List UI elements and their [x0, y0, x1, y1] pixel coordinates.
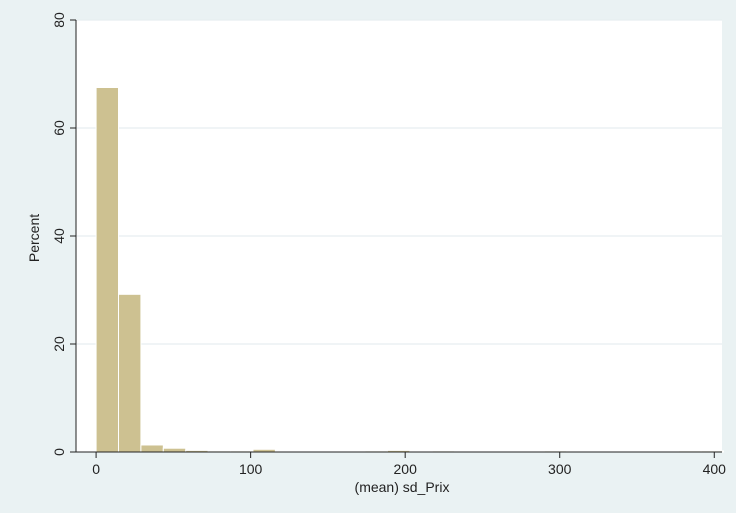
y-tick-label-20: 20	[51, 336, 67, 352]
grid-lines	[76, 19, 722, 345]
x-axis-ticks: 0 100 200 300 400	[92, 452, 726, 477]
histogram-bar-2	[140, 444, 164, 453]
y-tick-label-0: 0	[51, 448, 67, 456]
y-tick-label-40: 40	[51, 228, 67, 244]
x-tick-label-0: 0	[92, 461, 100, 477]
histogram-bar-1	[118, 293, 142, 453]
histogram-bar-3	[162, 447, 187, 453]
histogram-bar-0	[95, 87, 120, 453]
x-tick-label-200: 200	[394, 461, 418, 477]
x-axis-title: (mean) sd_Prix	[355, 479, 450, 495]
y-axis-title: Percent	[26, 214, 42, 262]
x-tick-label-100: 100	[239, 461, 263, 477]
x-tick-label-300: 300	[548, 461, 572, 477]
chart-svg: 0 20 40 60 80 0 100 200 300 400 Percent (mean) s…	[26, 12, 726, 495]
histogram-chart: 0 20 40 60 80 0 100 200 300 400 Percent (mean) s…	[6, 6, 728, 506]
y-axis-ticks: 0 20 40 60 80	[51, 12, 76, 456]
x-tick-label-400: 400	[703, 461, 727, 477]
y-tick-label-60: 60	[51, 120, 67, 136]
y-tick-label-80: 80	[51, 12, 67, 28]
